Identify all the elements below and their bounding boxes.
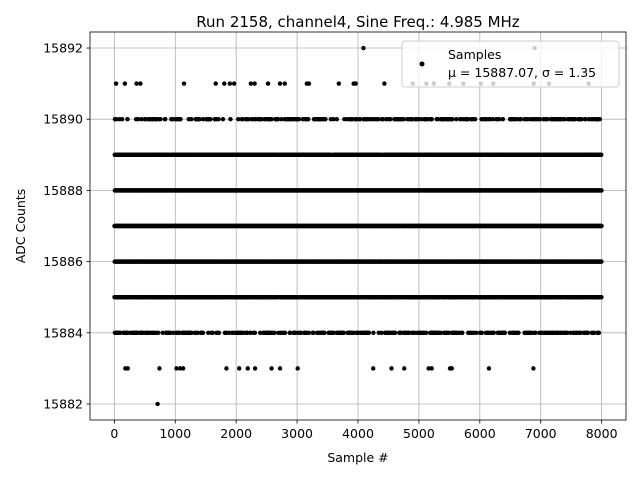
sample-point <box>465 117 471 122</box>
sample-point <box>388 117 393 122</box>
sample-point <box>599 152 604 158</box>
sample-point <box>125 117 130 122</box>
sample-point <box>306 117 311 122</box>
sample-point <box>599 259 604 264</box>
sample-point <box>472 117 478 122</box>
data-points <box>112 45 604 407</box>
sample-point <box>579 117 584 122</box>
sample-point <box>269 117 274 122</box>
sample-point <box>497 117 502 122</box>
sample-point <box>220 117 226 122</box>
sample-point <box>545 117 550 122</box>
sample-point <box>599 188 604 193</box>
sample-point <box>336 81 342 86</box>
sample-point <box>139 117 144 122</box>
sample-point <box>265 81 271 86</box>
sample-point <box>138 81 143 86</box>
sample-point <box>236 117 241 122</box>
sample-point <box>323 117 328 122</box>
sample-point <box>119 117 125 122</box>
sample-point <box>401 117 406 122</box>
sample-point <box>334 117 339 122</box>
sample-point <box>435 117 441 122</box>
sample-point <box>599 223 604 229</box>
sample-point <box>227 81 233 86</box>
sample-point <box>429 117 434 122</box>
sample-point <box>380 117 386 122</box>
sample-point <box>181 81 187 86</box>
sample-point <box>276 117 281 122</box>
sample-point <box>382 81 387 86</box>
sample-point <box>240 117 245 122</box>
sample-point <box>248 81 254 86</box>
sample-point <box>231 81 237 86</box>
sample-point <box>375 117 381 122</box>
sample-point <box>216 117 221 122</box>
sample-point <box>537 117 543 122</box>
sample-point <box>197 117 202 122</box>
sample-point <box>306 81 312 86</box>
sample-point <box>454 117 459 122</box>
sample-point <box>228 117 233 122</box>
sample-point <box>189 117 194 122</box>
sample-point <box>572 117 577 122</box>
sample-point <box>583 117 588 122</box>
sample-point <box>490 117 496 122</box>
sample-point <box>246 117 251 122</box>
sample-point <box>213 81 218 86</box>
sample-point <box>158 117 163 122</box>
sample-point <box>353 81 358 86</box>
sample-point <box>518 117 523 122</box>
sample-point <box>597 117 602 122</box>
sample-point <box>279 117 284 122</box>
sample-point <box>135 117 141 122</box>
sample-point <box>222 81 227 86</box>
sample-point <box>562 117 567 122</box>
sample-point <box>163 117 168 122</box>
sample-point <box>500 117 506 122</box>
sample-point <box>200 117 206 122</box>
sample-point <box>361 45 366 51</box>
sample-point <box>277 81 283 86</box>
sample-point <box>282 81 287 86</box>
sample-point <box>134 81 139 86</box>
sample-point <box>178 117 183 122</box>
sample-point <box>252 81 257 86</box>
sample-point <box>331 117 336 122</box>
sample-point <box>357 117 363 122</box>
sample-point <box>113 81 119 86</box>
sample-point <box>114 117 119 122</box>
sample-point <box>450 117 455 122</box>
sample-point <box>208 117 213 122</box>
sample-point <box>296 117 302 122</box>
sample-point <box>122 81 128 86</box>
